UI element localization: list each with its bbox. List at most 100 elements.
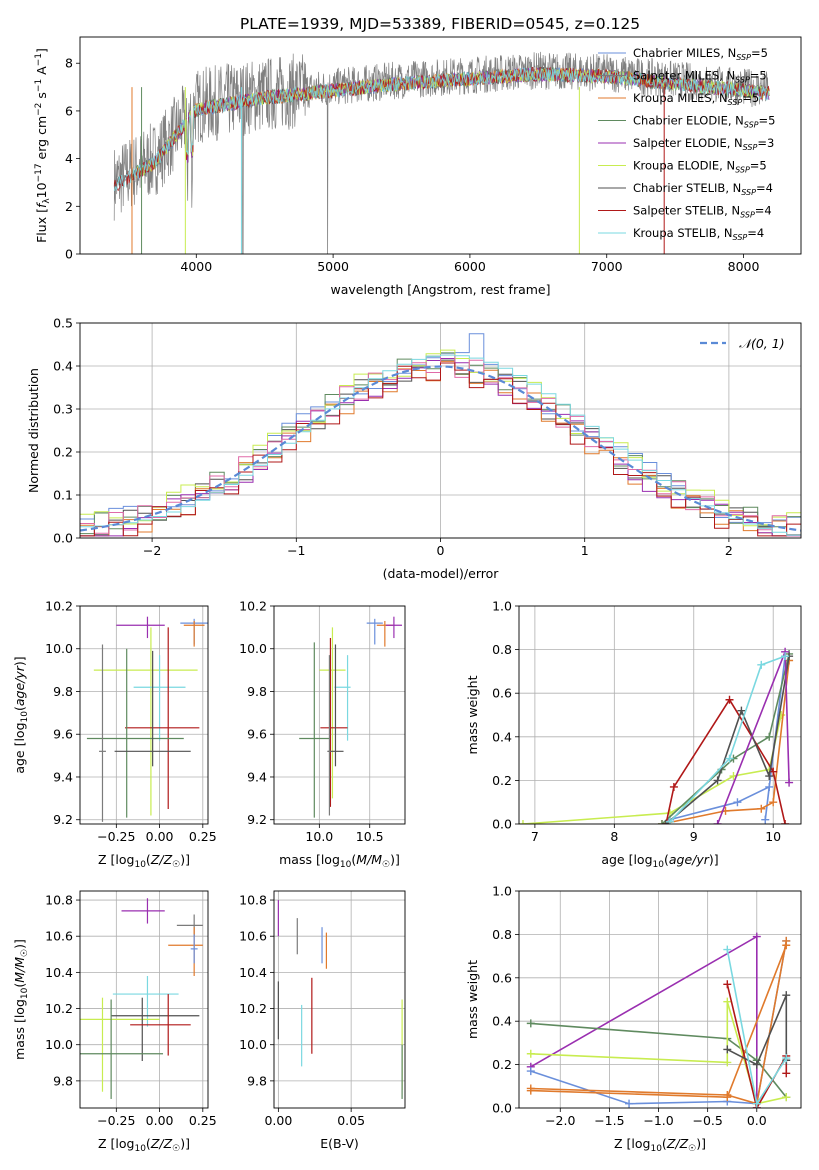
x-tick-label: 0.00 [146,829,174,844]
weight-marker [761,815,770,824]
x-axis-label: Z [log10(Z/Z☉)] [614,1136,706,1154]
y-tick-label: 0.3 [53,402,73,417]
x-tick-label: −2.0 [545,1113,575,1128]
y-tick-label: 10.2 [239,599,267,614]
y-tick-label: 10.4 [45,965,73,980]
y-tick-label: 0.0 [53,531,73,546]
y-tick-label: 9.8 [247,684,267,699]
mass_vs_EBV-panel: 0.00 0.05 9.8 10.0 10.2 10.4 10.6 10.8 [239,890,406,1128]
y-tick-label: 10.0 [239,641,267,656]
legend-entry: Salpeter MILES, NSSP=5 [633,69,767,85]
legend-entry: Chabrier ELODIE, NSSP=5 [633,114,775,130]
y-tick-label: 9.6 [247,727,267,742]
weight-marker [782,991,791,1000]
x-tick-label: −1 [287,543,305,558]
weight-marker [526,1086,535,1095]
x-tick-label: 0.25 [189,1113,217,1128]
weight-marker [782,1093,791,1102]
spectrum-legend: Chabrier MILES, NSSP=5 Salpeter MILES, NS… [598,46,775,242]
age_vs_Z-plot-area [86,616,208,822]
weight-marker [723,1058,732,1067]
y-tick-label: 9.4 [53,769,73,784]
age_vs_mass-panel: 10.0 10.5 9.2 9.4 9.6 9.8 10.0 10.2 mass [log10(… [239,599,406,870]
weight-series-7 [726,994,788,1066]
x-tick-label: 0.00 [146,1113,174,1128]
residual-histogram-8 [80,354,801,536]
legend-entry: Chabrier STELIB, NSSP=4 [633,181,773,197]
weight-marker [781,652,790,661]
weight-series-7 [669,655,786,823]
weight-marker [526,1067,535,1076]
weight-marker [519,820,527,824]
weight-marker [723,1093,732,1102]
x-tick-label: −1.5 [594,1113,624,1128]
weight-marker [781,820,790,824]
model-spectrum-8 [113,67,770,192]
y-tick-label: 9.2 [247,812,267,827]
model-spectrum-7 [113,66,770,192]
y-tick-label: 9.8 [247,1073,267,1088]
weight_vs_age-plot-area [519,647,794,824]
plot-layer: 4000 5000 6000 7000 8000 0 2 4 6 8 Chabrier MILES,… [12,36,802,1154]
mass_vs_EBV-plot-area [277,900,403,1099]
y-axis-label: age [log10(age/yr)] [12,656,30,773]
weight-marker [737,706,746,715]
weight-marker [769,798,778,807]
mass_vs_Z-plot-area [80,898,203,1099]
x-tick-label: 9 [690,829,698,844]
y-tick-label: 10.2 [45,599,73,614]
y-tick-label: 9.8 [53,1073,73,1088]
axes-frame [79,322,802,539]
y-axis-label: mass weight [465,960,480,1039]
weight-marker [752,932,761,941]
y-axis-label: Normed distribution [26,368,41,493]
axes-frame [273,605,406,825]
y-tick-label: 0.2 [492,773,512,788]
y-tick-label: 9.6 [53,727,73,742]
x-tick-label: 0.25 [189,829,217,844]
y-tick-label: 10.6 [239,929,267,944]
x-tick-label: 0.05 [337,1113,365,1128]
axes-frame [518,890,802,1109]
weight_vs_age-panel: 7 8 9 10 0.0 0.2 0.4 0.6 0.8 1.0 age [log10(age/yr… [465,599,802,870]
y-tick-label: 0.8 [492,927,512,942]
y-tick-label: 0.8 [492,642,512,657]
y-tick-label: 10.0 [45,641,73,656]
x-tick-label: 10 [765,829,781,844]
weight-marker [782,1069,791,1078]
x-tick-label: 4000 [180,259,212,274]
spectrum-plot-area [113,51,770,254]
y-tick-label: 0 [65,247,73,262]
y-tick-label: 9.4 [247,769,267,784]
legend-entry: Salpeter STELIB, NSSP=4 [633,204,772,220]
weight-marker [765,772,774,781]
weight-marker [785,778,794,787]
x-axis-label: mass [log10(M/M☉)] [279,852,400,870]
y-tick-label: 9.2 [53,812,73,827]
x-axis-label: E(B-V) [320,1136,359,1151]
age_vs_mass-plot-area [299,616,402,818]
y-tick-label: 0.4 [53,359,73,374]
weight-marker [725,695,734,704]
axes-frame [79,605,209,825]
legend-entry: Kroupa MILES, NSSP=5 [633,91,759,107]
y-tick-label: 10.0 [45,1037,73,1052]
weight-marker [725,754,734,763]
weight-marker [526,1019,535,1028]
y-tick-label: 10.0 [239,1037,267,1052]
x-tick-label: 8000 [728,259,760,274]
y-axis-label: Flux [fλ10−17 erg cm−2 s−1 A−1] [34,48,52,243]
weight-marker [752,1060,761,1069]
x-tick-label: 2 [725,543,733,558]
residuals-panel: −2 −1 0 1 2 0.0 0.1 0.2 0.3 0.4 0.5 𝒩(0, 1) (data-mo… [26,316,802,581]
y-axis-label: mass [log10(M/M☉)] [12,939,30,1060]
axes-frame [273,890,406,1109]
legend-entry: Chabrier MILES, NSSP=5 [633,46,768,62]
weight-marker [765,782,774,791]
x-tick-label: 7000 [591,259,623,274]
axes-frame [79,36,802,255]
residuals-plot-area [80,333,801,537]
figure-title: PLATE=1939, MJD=53389, FIBERID=0545, z=0… [240,15,640,33]
